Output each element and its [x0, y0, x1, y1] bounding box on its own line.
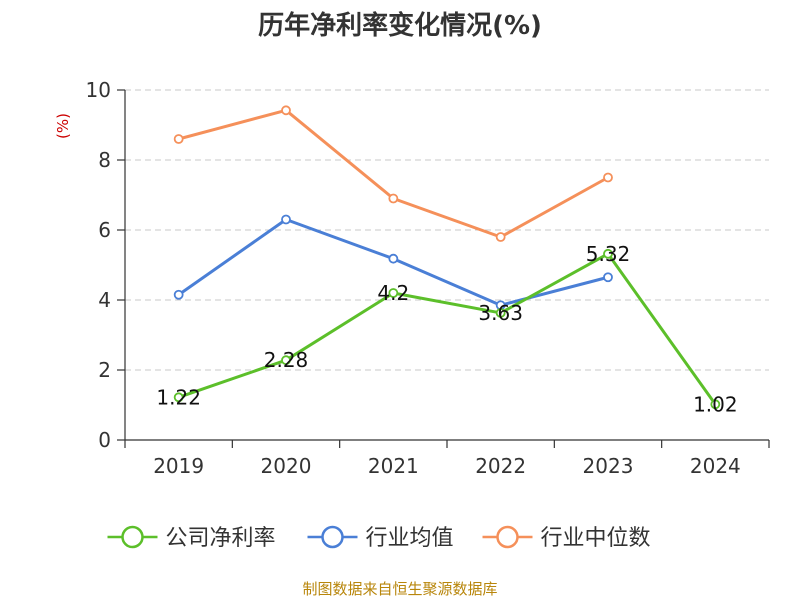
series-line	[178, 108, 609, 239]
legend-label: 公司净利率	[166, 526, 276, 551]
data-labels: 1.22 2.28 4.2 3.63 5.32 1.02	[156, 242, 737, 417]
data-point	[281, 105, 291, 116]
data-point	[710, 399, 721, 410]
legend-swatch-marker	[496, 525, 519, 549]
data-point	[388, 253, 399, 264]
grid	[125, 89, 769, 371]
y-tick-label: 6	[98, 218, 111, 242]
data-point	[495, 308, 506, 318]
legend-item: 行业均值	[307, 525, 454, 551]
axes: 0 2 4 6 8 10 2019 2020 2021 2022 2023 2024	[86, 78, 770, 478]
data-label: 1.02	[693, 392, 738, 416]
data-point	[388, 193, 399, 204]
data-label: 3.63	[478, 301, 523, 325]
legend-swatch-marker	[121, 525, 144, 549]
source-note: 制图数据来自恒生聚源数据库	[302, 580, 497, 598]
data-point	[281, 214, 291, 225]
legend-label: 行业中位数	[541, 526, 651, 551]
series-layer	[173, 105, 721, 410]
y-axis-label: (%)	[54, 113, 72, 139]
series-line	[178, 252, 717, 406]
legend-item: 行业中位数	[482, 525, 651, 551]
x-tick-label: 2019	[153, 454, 204, 478]
x-tick-label: 2024	[690, 454, 741, 478]
legend-item: 公司净利率	[107, 525, 276, 551]
data-point	[173, 134, 184, 144]
data-point	[173, 392, 184, 403]
data-point	[495, 232, 506, 242]
data-point	[388, 288, 399, 298]
data-label: 1.22	[156, 385, 201, 409]
x-tick-label: 2021	[368, 454, 419, 478]
data-point	[281, 355, 291, 366]
x-tick-label: 2020	[261, 454, 312, 478]
y-tick-label: 0	[98, 428, 111, 452]
x-tick-label: 2022	[475, 454, 526, 478]
data-point	[603, 248, 613, 259]
y-tick-label: 4	[98, 288, 111, 312]
legend: 公司净利率 行业均值 行业中位数	[107, 525, 651, 551]
data-label: 4.2	[377, 281, 409, 305]
data-point	[603, 172, 613, 183]
chart-title: 历年净利率变化情况(%)	[258, 10, 542, 41]
x-tick-label: 2023	[583, 454, 634, 478]
legend-label: 行业均值	[366, 526, 454, 551]
legend-swatch-marker	[321, 525, 344, 549]
data-label: 2.28	[264, 348, 309, 372]
y-tick-label: 8	[98, 148, 111, 172]
data-point	[603, 272, 613, 283]
y-tick-label: 2	[98, 358, 111, 382]
data-point	[173, 289, 184, 300]
y-tick-label: 10	[86, 78, 111, 102]
data-label: 5.32	[586, 242, 631, 266]
